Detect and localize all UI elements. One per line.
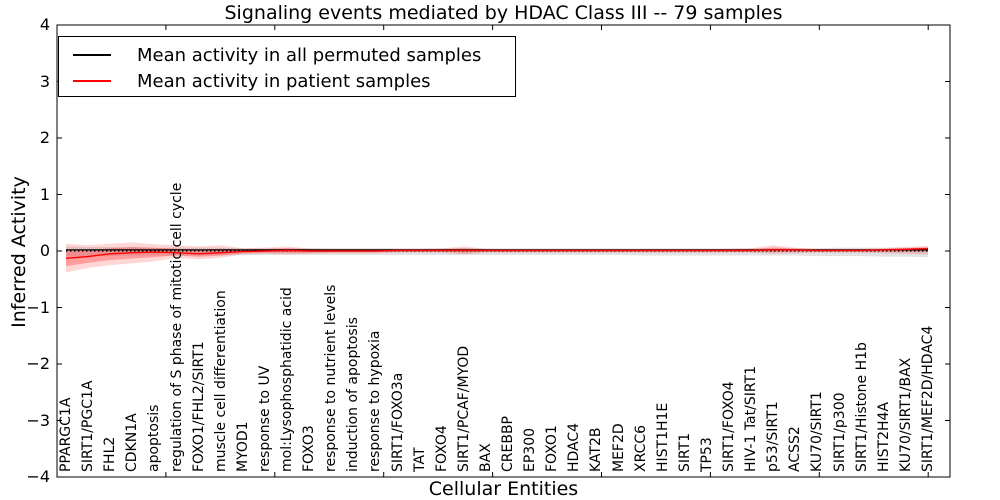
y-axis-tick-label: 4 — [39, 15, 50, 34]
x-tick-label: apoptosis — [146, 404, 163, 472]
patient-mean-line — [65, 248, 929, 259]
x-tick-label: SIRT1/PGC1A — [80, 380, 97, 472]
x-tick-label: XRCC6 — [632, 424, 649, 472]
x-tick-label: SIRT1/MEF2D/HDAC4 — [920, 325, 936, 472]
x-tick-label: KU70/SIRT1/BAX — [897, 357, 914, 472]
x-tick-label: SIRT1 — [676, 432, 693, 472]
x-tick-label: TAT — [411, 447, 428, 472]
x-tick-label: FOXO3 — [301, 425, 318, 472]
x-tick-label: SIRT1/FOXO3a — [389, 372, 406, 472]
patient-band-outer — [66, 242, 928, 273]
permuted-band — [66, 246, 928, 258]
x-tick-label: induction of apoptosis — [345, 317, 362, 472]
x-tick-label: SIRT1/FOXO4 — [721, 381, 738, 472]
legend-label-patient: Mean activity in patient samples — [137, 70, 431, 92]
y-axis-tick-label: −1 — [26, 297, 50, 317]
x-tick-label: MYOD1 — [234, 421, 251, 472]
x-tick-label: FOXO1 — [544, 425, 561, 472]
x-tick-label: response to hypoxia — [367, 330, 384, 472]
y-axis-tick-label: −3 — [26, 410, 50, 430]
x-tick-label: CDKN1A — [124, 413, 141, 472]
x-tick-label: CREBBP — [500, 416, 517, 472]
x-tick-label: MEF2D — [610, 423, 627, 472]
x-tick-label: HIST1H1E — [654, 402, 671, 472]
x-tick-label: FHL2 — [102, 436, 119, 472]
x-tick-label: FOXO1/FHL2/SIRT1 — [190, 341, 207, 472]
x-tick-label: response to UV — [256, 365, 273, 472]
legend-item-patient: Mean activity in patient samples — [59, 68, 515, 94]
x-tick-label: muscle cell differentiation — [212, 290, 229, 472]
x-tick-label: SIRT1/p300 — [831, 392, 848, 472]
x-tick-label: FOXO4 — [433, 425, 450, 472]
x-tick-label: HIV-1 Tat/SIRT1 — [743, 365, 760, 472]
x-tick-label: HDAC4 — [566, 422, 583, 472]
x-tick-label: BAX — [477, 443, 494, 472]
legend-label-permuted: Mean activity in all permuted samples — [137, 44, 482, 66]
y-axis-tick-label: 1 — [39, 184, 50, 204]
x-tick-label: SIRT1/PCAF/MYOD — [455, 345, 472, 472]
y-axis-tick-label: −2 — [26, 354, 50, 373]
y-axis-tick-label: 2 — [39, 128, 50, 147]
x-axis-label: Cellular Entities — [428, 478, 579, 500]
patient-band-inner — [66, 247, 928, 267]
x-tick-label: TP53 — [698, 437, 715, 472]
x-tick-label: regulation of S phase of mitotic cell cy… — [168, 182, 185, 472]
x-tick-label: p53/SIRT1 — [765, 401, 782, 472]
legend-item-permuted: Mean activity in all permuted samples — [59, 42, 515, 68]
x-tick-label: HIST2H4A — [875, 401, 892, 472]
red-line-sample-icon — [73, 80, 111, 82]
y-axis-tick-label: 0 — [39, 241, 50, 260]
x-tick-label: response to nutrient levels — [323, 284, 340, 472]
black-line-sample-icon — [73, 54, 111, 56]
y-axis-tick-label: 3 — [39, 71, 50, 91]
x-tick-label: SIRT1/Histone H1b — [853, 342, 870, 472]
x-tick-label: ACSS2 — [787, 426, 804, 472]
x-tick-label: PPARGC1A — [58, 397, 74, 472]
chart-title: Signaling events mediated by HDAC Class … — [224, 2, 783, 24]
x-tick-label: KAT2B — [588, 427, 605, 473]
x-tick-label: KU70/SIRT1 — [809, 391, 826, 472]
x-tick-label: EP300 — [522, 427, 539, 472]
y-axis-tick-label: −4 — [26, 467, 50, 486]
legend-box: Mean activity in all permuted samples Me… — [58, 36, 516, 97]
x-tick-label: mol:Lysophosphatidic acid — [279, 287, 296, 472]
